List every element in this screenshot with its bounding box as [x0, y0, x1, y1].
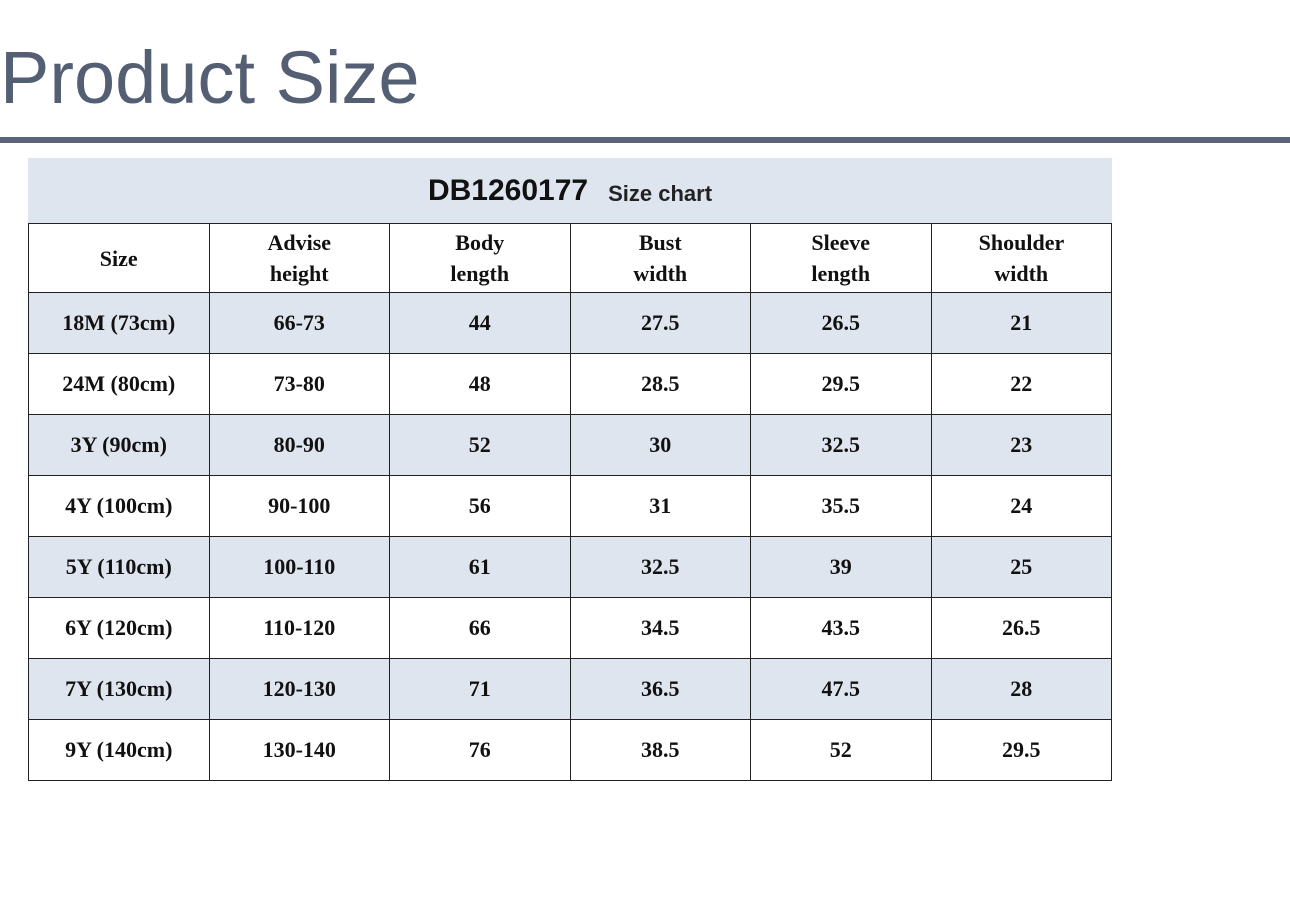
table-cell: 56 — [389, 475, 571, 537]
product-code: DB1260177 — [427, 173, 589, 207]
table-row: 24M (80cm) 73-80 48 28.5 29.5 22 — [28, 353, 1112, 415]
table-cell: 30 — [569, 414, 751, 476]
table-row: 7Y (130cm) 120-130 71 36.5 47.5 28 — [28, 658, 1112, 720]
table-cell: 22 — [930, 353, 1112, 415]
table-cell: 43.5 — [750, 597, 932, 659]
column-header: Sleeve length — [750, 223, 932, 293]
table-caption: DB1260177 Size chart — [28, 158, 1112, 223]
table-cell: 52 — [750, 719, 932, 781]
table-cell: 48 — [389, 353, 571, 415]
table-cell: 100-110 — [208, 536, 390, 598]
column-header: Size — [28, 223, 210, 293]
table-cell: 47.5 — [750, 658, 932, 720]
table-cell: 32.5 — [569, 536, 751, 598]
table-cell: 3Y (90cm) — [28, 414, 210, 476]
table-cell: 29.5 — [930, 719, 1112, 781]
table-cell: 80-90 — [208, 414, 390, 476]
table-cell: 26.5 — [930, 597, 1112, 659]
table-cell: 66-73 — [208, 292, 390, 354]
header-row: Size Advise height Body length Bust width Sl… — [28, 223, 1112, 293]
size-chart: DB1260177 Size chart Size Advise height Bo… — [28, 158, 1112, 781]
table-cell: 7Y (130cm) — [28, 658, 210, 720]
size-table: Size Advise height Body length Bust width Sl… — [28, 223, 1112, 781]
table-cell: 6Y (120cm) — [28, 597, 210, 659]
column-header: Shoulder width — [930, 223, 1112, 293]
table-cell: 26.5 — [750, 292, 932, 354]
table-cell: 4Y (100cm) — [28, 475, 210, 537]
table-cell: 120-130 — [208, 658, 390, 720]
table-cell: 130-140 — [208, 719, 390, 781]
table-cell: 90-100 — [208, 475, 390, 537]
table-cell: 9Y (140cm) — [28, 719, 210, 781]
table-cell: 71 — [389, 658, 571, 720]
table-cell: 110-120 — [208, 597, 390, 659]
table-cell: 36.5 — [569, 658, 751, 720]
table-cell: 24M (80cm) — [28, 353, 210, 415]
table-cell: 27.5 — [569, 292, 751, 354]
page-title: Product Size — [0, 36, 420, 119]
column-header-text: Body length — [450, 230, 510, 286]
table-cell: 21 — [930, 292, 1112, 354]
table-cell: 61 — [389, 536, 571, 598]
table-cell: 35.5 — [750, 475, 932, 537]
table-cell: 23 — [930, 414, 1112, 476]
table-cell: 25 — [930, 536, 1112, 598]
table-cell: 52 — [389, 414, 571, 476]
column-header-text: Size — [99, 245, 138, 271]
table-cell: 5Y (110cm) — [28, 536, 210, 598]
table-row: 3Y (90cm) 80-90 52 30 32.5 23 — [28, 414, 1112, 476]
table-cell: 29.5 — [750, 353, 932, 415]
table-cell: 18M (73cm) — [28, 292, 210, 354]
column-header: Advise height — [208, 223, 390, 293]
table-row: 5Y (110cm) 100-110 61 32.5 39 25 — [28, 536, 1112, 598]
column-header-text: Advise height — [267, 230, 332, 286]
column-header: Body length — [389, 223, 571, 293]
table-cell: 28 — [930, 658, 1112, 720]
table-body: 18M (73cm) 66-73 44 27.5 26.5 21 24M (80cm) 73-… — [28, 292, 1112, 781]
table-cell: 34.5 — [569, 597, 751, 659]
table-cell: 39 — [750, 536, 932, 598]
table-row: 4Y (100cm) 90-100 56 31 35.5 24 — [28, 475, 1112, 537]
table-cell: 24 — [930, 475, 1112, 537]
column-header-text: Bust width — [633, 230, 688, 286]
table-cell: 38.5 — [569, 719, 751, 781]
column-header-text: Shoulder width — [978, 230, 1065, 286]
column-header: Bust width — [569, 223, 751, 293]
table-cell: 73-80 — [208, 353, 390, 415]
table-cell: 44 — [389, 292, 571, 354]
table-cell: 66 — [389, 597, 571, 659]
title-rule — [0, 137, 1290, 143]
table-cell: 76 — [389, 719, 571, 781]
table-row: 9Y (140cm) 130-140 76 38.5 52 29.5 — [28, 719, 1112, 781]
table-cell: 32.5 — [750, 414, 932, 476]
table-row: 6Y (120cm) 110-120 66 34.5 43.5 26.5 — [28, 597, 1112, 659]
caption-label: Size chart — [608, 180, 713, 206]
table-row: 18M (73cm) 66-73 44 27.5 26.5 21 — [28, 292, 1112, 354]
column-header-text: Sleeve length — [811, 230, 871, 286]
table-cell: 28.5 — [569, 353, 751, 415]
table-cell: 31 — [569, 475, 751, 537]
